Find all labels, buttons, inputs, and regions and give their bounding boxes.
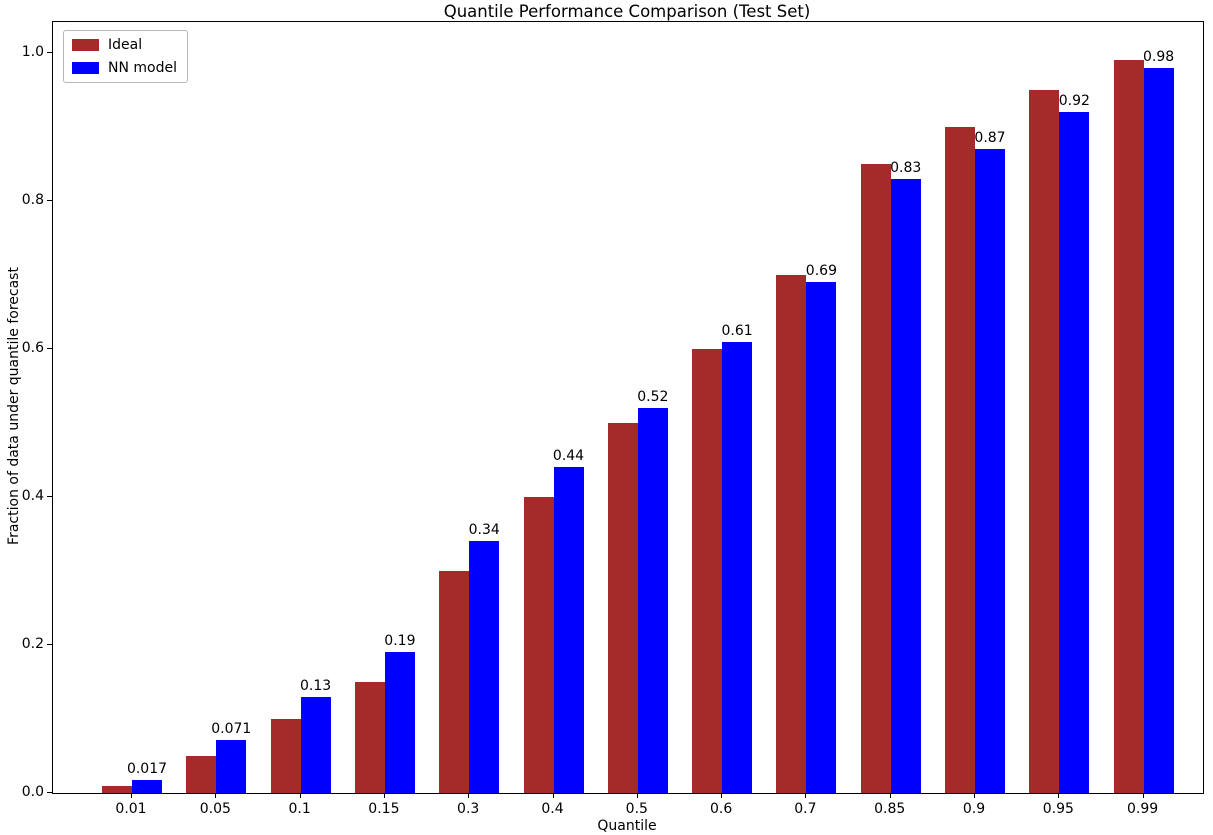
bar-ideal — [354, 682, 385, 793]
legend-entry-nn-model: NN model — [72, 60, 177, 76]
y-tick-mark — [47, 496, 52, 498]
bar-nn-model — [637, 408, 668, 793]
bar-nn-model — [1143, 67, 1174, 793]
bar-ideal — [1029, 90, 1060, 793]
bar-value-label: 0.071 — [211, 721, 252, 738]
x-tick-mark — [721, 793, 723, 798]
bar-nn-model — [300, 696, 331, 793]
bar-ideal — [270, 719, 301, 793]
bar-value-label: 0.52 — [637, 389, 669, 406]
x-tick-label: 0.3 — [457, 801, 480, 817]
chart-title: Quantile Performance Comparison (Test Se… — [443, 2, 811, 21]
x-tick-mark — [1058, 793, 1060, 798]
x-tick-label: 0.5 — [625, 801, 648, 817]
x-tick-label: 0.9 — [962, 801, 986, 817]
bar-value-label: 0.44 — [552, 448, 585, 465]
bar-ideal — [1113, 60, 1144, 793]
bar-nn-model — [216, 740, 247, 793]
bar-ideal — [607, 423, 638, 793]
bar-value-label: 0.87 — [974, 130, 1006, 147]
y-tick-mark — [47, 644, 52, 645]
x-tick-mark — [974, 793, 975, 798]
legend-entry-ideal: Ideal — [72, 37, 177, 53]
x-axis-label: Quantile — [597, 818, 657, 834]
bar-nn-model — [1059, 112, 1090, 793]
y-axis-label: Fraction of data under quantile forecast — [6, 267, 22, 545]
x-tick-label: 0.6 — [709, 801, 733, 817]
bar-nn-model — [890, 178, 921, 793]
x-tick-label: 0.01 — [115, 801, 147, 817]
y-tick-mark — [47, 348, 52, 350]
bar-value-label: 0.13 — [300, 677, 332, 694]
x-tick-mark — [468, 793, 470, 798]
bar-nn-model — [384, 652, 415, 793]
y-tick-label: 0.6 — [21, 340, 44, 357]
bar-value-label: 0.92 — [1058, 93, 1090, 110]
x-tick-mark — [299, 793, 301, 798]
y-tick-mark — [47, 52, 52, 54]
bar-nn-model — [469, 541, 500, 793]
x-tick-label: 0.95 — [1042, 801, 1074, 817]
legend-swatch-nn-model — [72, 62, 99, 74]
legend-label-nn-model: NN model — [108, 60, 177, 76]
bar-ideal — [186, 756, 217, 793]
bar-ideal — [860, 164, 891, 793]
y-tick-mark — [47, 792, 52, 793]
legend-swatch-ideal — [72, 39, 99, 51]
x-tick-mark — [1142, 793, 1144, 798]
x-tick-label: 0.7 — [794, 801, 817, 817]
bar-value-label: 0.19 — [384, 633, 416, 650]
bar-value-label: 0.98 — [1143, 48, 1175, 65]
x-tick-label: 0.85 — [874, 801, 906, 817]
bar-nn-model — [975, 149, 1005, 793]
bar-ideal — [523, 497, 554, 793]
x-tick-mark — [131, 793, 132, 798]
y-tick-label: 1.0 — [21, 44, 44, 61]
x-tick-label: 0.05 — [199, 801, 231, 817]
bar-ideal — [945, 127, 975, 793]
bar-value-label: 0.83 — [890, 159, 922, 176]
bar-value-label: 0.69 — [805, 263, 837, 280]
x-tick-mark — [552, 793, 554, 798]
bar-nn-model — [806, 282, 837, 793]
bar-nn-model — [722, 341, 753, 793]
y-tick-label: 0.8 — [21, 192, 44, 209]
bar-ideal — [439, 571, 470, 793]
legend-label-ideal: Ideal — [108, 37, 143, 53]
x-tick-label: 0.1 — [288, 801, 311, 817]
x-tick-label: 0.15 — [368, 801, 400, 817]
y-tick-label: 0.0 — [21, 784, 44, 800]
bar-value-label: 0.34 — [468, 522, 500, 539]
x-tick-mark — [215, 793, 217, 798]
x-tick-mark — [889, 793, 891, 798]
x-tick-mark — [805, 793, 807, 798]
bar-ideal — [776, 275, 807, 793]
x-tick-mark — [636, 793, 638, 798]
bar-nn-model — [553, 467, 584, 793]
bar-ideal — [102, 785, 132, 793]
bar-value-label: 0.017 — [126, 761, 168, 778]
x-tick-mark — [383, 793, 385, 798]
legend: Ideal NN model — [63, 30, 188, 83]
bar-value-label: 0.61 — [721, 322, 753, 339]
x-tick-label: 0.99 — [1127, 801, 1159, 817]
x-tick-label: 0.4 — [541, 801, 564, 817]
plot-area: Ideal NN model 0.017 0.071 0.13 0.19 0.34 0.4… — [52, 21, 1204, 794]
y-tick-label: 0.4 — [21, 488, 44, 505]
y-tick-mark — [47, 200, 52, 202]
y-tick-label: 0.2 — [21, 636, 44, 652]
bar-ideal — [692, 349, 723, 793]
bar-nn-model — [132, 780, 162, 793]
